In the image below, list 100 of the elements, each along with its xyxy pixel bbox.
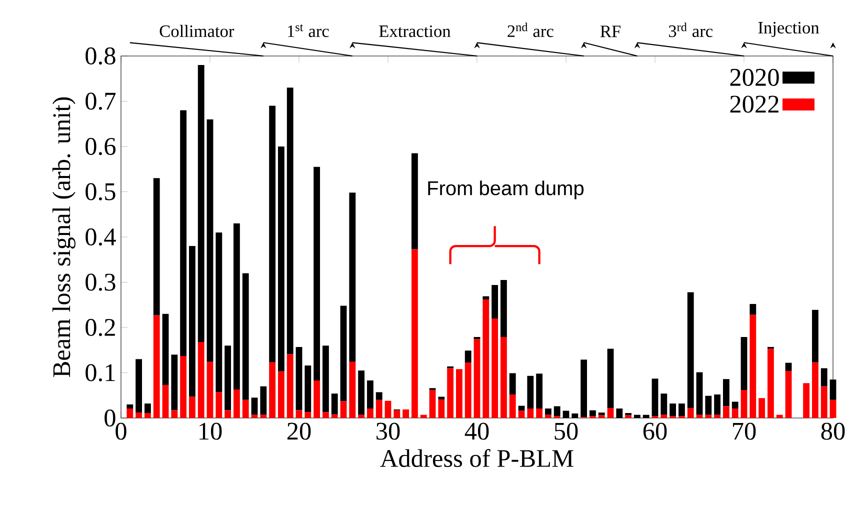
bar — [367, 408, 374, 418]
legend-label: 2020 — [730, 68, 779, 86]
bar — [830, 400, 836, 418]
bar — [234, 389, 240, 418]
x-axis-title: Address of P-BLM — [380, 448, 574, 468]
bar — [278, 371, 284, 418]
bar — [206, 362, 214, 418]
bar — [527, 408, 534, 418]
bar — [376, 400, 382, 418]
text: 1$^{st}$ arc — [288, 24, 329, 38]
bar — [670, 404, 676, 416]
bar — [171, 354, 178, 410]
bar — [714, 394, 721, 415]
bar — [625, 415, 632, 418]
bar — [340, 401, 347, 418]
bar — [438, 396, 445, 400]
bar — [820, 368, 828, 386]
y-tick-label: 0.7 — [86, 92, 116, 110]
y-tick-label: 0.8 — [86, 47, 116, 65]
x-tick-label: 20 — [287, 422, 311, 440]
bar — [732, 402, 738, 408]
bar — [696, 372, 703, 415]
y-tick-label: 0.1 — [86, 364, 115, 382]
bar — [527, 376, 534, 408]
bar — [126, 404, 134, 408]
bar — [126, 408, 134, 418]
bar — [803, 383, 810, 418]
text: Injection — [758, 22, 820, 38]
y-tick-label: 0.6 — [86, 138, 116, 156]
bar — [509, 394, 516, 418]
bar — [420, 414, 427, 418]
bar — [509, 373, 516, 394]
bar — [447, 368, 454, 418]
bar — [598, 412, 605, 416]
bar — [367, 380, 374, 408]
bar — [136, 412, 142, 418]
bar — [304, 412, 312, 418]
bar — [482, 296, 490, 300]
bar — [224, 410, 232, 418]
bar — [331, 394, 338, 414]
bar — [153, 178, 160, 316]
bar — [785, 362, 792, 371]
bar — [750, 304, 756, 315]
bar — [340, 306, 347, 402]
bar — [474, 339, 480, 418]
bar — [456, 369, 462, 418]
bar — [492, 284, 498, 318]
bar — [740, 390, 748, 418]
bar — [812, 362, 818, 418]
bar — [198, 342, 204, 418]
bar — [705, 414, 712, 418]
bar — [358, 370, 365, 415]
bar — [216, 232, 222, 392]
bar — [429, 390, 436, 418]
bar — [518, 406, 525, 411]
bar — [144, 404, 151, 414]
bar — [269, 106, 276, 362]
text: RF — [600, 26, 620, 38]
bar — [554, 406, 560, 416]
bar — [234, 223, 240, 390]
bar — [314, 380, 320, 418]
text: 2$^{nd}$ arc — [508, 22, 554, 38]
bar — [492, 318, 498, 418]
bar — [296, 410, 302, 418]
bar — [322, 346, 329, 412]
bar — [286, 88, 294, 354]
legend-label: 2022 — [730, 96, 778, 113]
bar — [723, 406, 730, 418]
bar — [776, 414, 783, 418]
bar — [180, 356, 187, 418]
x-tick-label: 40 — [464, 422, 489, 440]
bar — [153, 315, 160, 418]
annotation: From beam dump — [428, 180, 584, 200]
bar — [322, 412, 329, 418]
x-tick-label: 60 — [643, 422, 667, 440]
bar — [723, 379, 730, 406]
bar — [376, 392, 382, 400]
bar — [660, 394, 668, 415]
bar — [545, 414, 552, 418]
bar — [242, 400, 249, 418]
bar — [758, 398, 766, 418]
bar — [464, 362, 472, 418]
bar — [518, 410, 525, 418]
bar — [189, 246, 196, 397]
bar — [607, 348, 614, 408]
bar — [358, 414, 365, 418]
bar — [768, 348, 774, 418]
bar — [687, 292, 694, 408]
bar — [750, 314, 756, 418]
y-tick-label: 0 — [104, 409, 116, 427]
bar — [536, 374, 543, 408]
bar — [216, 392, 222, 418]
bar — [331, 414, 338, 418]
bar — [500, 280, 507, 338]
bar — [785, 370, 792, 418]
bar — [242, 273, 249, 400]
bar — [251, 398, 258, 415]
bar — [286, 354, 294, 418]
bar — [278, 146, 284, 372]
bar — [171, 410, 178, 418]
